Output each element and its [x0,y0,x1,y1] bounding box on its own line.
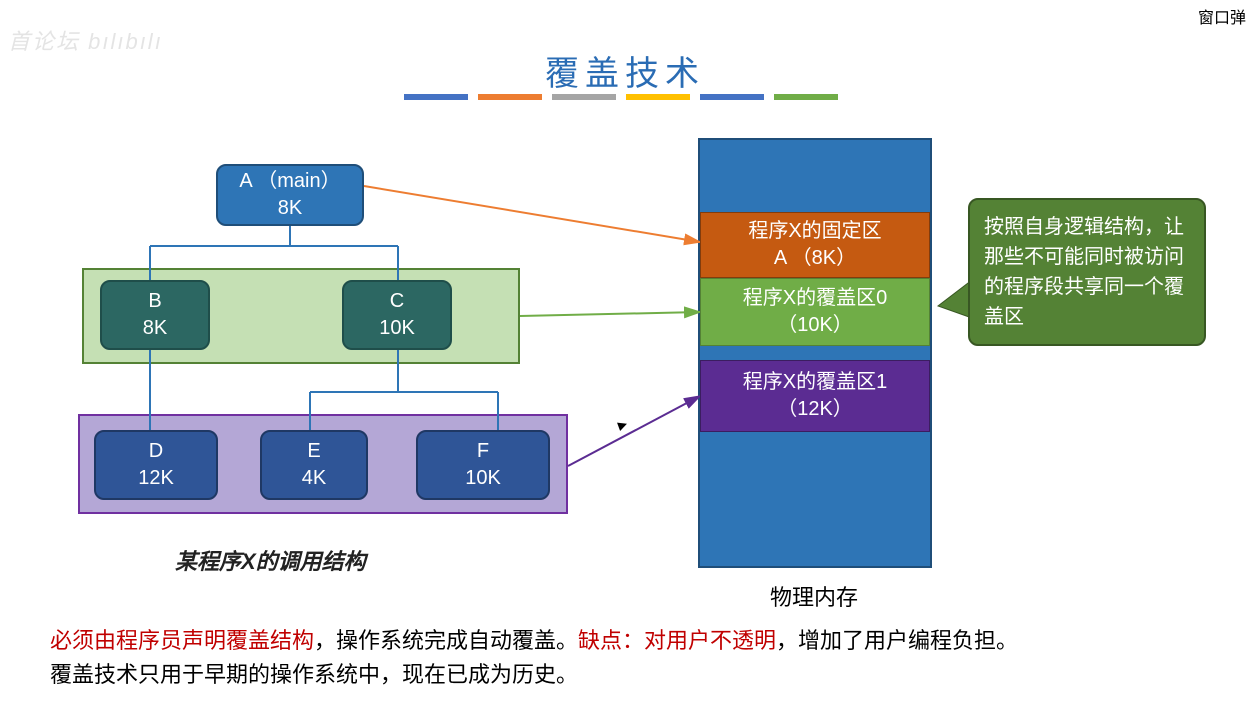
node-label: D [149,438,163,465]
node-size: 8K [143,315,167,342]
mem-size: （10K） [777,312,853,339]
node-size: 4K [302,465,326,492]
tree-node-e: E 4K [260,430,368,500]
memory-overlay1-block: 程序X的覆盖区1 （12K） [700,360,930,432]
bottom-line2: 覆盖技术只用于早期的操作系统中，现在已成为历史。 [50,662,578,687]
mem-label: 程序X的覆盖区0 [743,285,887,312]
node-label: F [477,438,489,465]
node-label: E [307,438,320,465]
tree-caption: 某程序X的调用结构 [175,544,366,576]
bottom-red1: 必须由程序员声明覆盖结构 [50,628,314,653]
tree-node-d: D 12K [94,430,218,500]
mem-size: A （8K） [774,245,856,272]
node-size: 8K [278,195,302,222]
cursor-icon: ▸ [615,413,631,436]
tree-node-a: A （main） 8K [216,164,364,226]
slide-title: 覆盖技术 [0,46,1250,95]
callout-text: 按照自身逻辑结构，让那些不可能同时被访问的程序段共享同一个覆盖区 [984,216,1184,328]
memory-container [698,138,932,568]
mem-label: 程序X的覆盖区1 [743,369,887,396]
tree-node-f: F 10K [416,430,550,500]
accent-bar [404,94,838,100]
tree-node-b: B 8K [100,280,210,350]
memory-fixed-block: 程序X的固定区 A （8K） [700,212,930,278]
mem-label: 程序X的固定区 [748,218,881,245]
bottom-t2: ，增加了用户编程负担。 [776,628,1018,653]
callout-box: 按照自身逻辑结构，让那些不可能同时被访问的程序段共享同一个覆盖区 [968,198,1206,346]
bottom-red2: 缺点：对用户不透明 [578,628,776,653]
tree-node-c: C 10K [342,280,452,350]
mem-size: （12K） [777,396,853,423]
memory-overlay0-block: 程序X的覆盖区0 （10K） [700,278,930,346]
node-label: A （main） [239,168,340,195]
bottom-t1: ，操作系统完成自动覆盖。 [314,628,578,653]
window-label: 窗口弹 [1198,4,1246,28]
bottom-paragraph: 必须由程序员声明覆盖结构，操作系统完成自动覆盖。缺点：对用户不透明，增加了用户编… [50,624,1190,692]
node-label: C [390,288,404,315]
node-size: 12K [138,465,174,492]
node-size: 10K [379,315,415,342]
node-size: 10K [465,465,501,492]
node-label: B [148,288,161,315]
memory-caption: 物理内存 [770,580,858,612]
